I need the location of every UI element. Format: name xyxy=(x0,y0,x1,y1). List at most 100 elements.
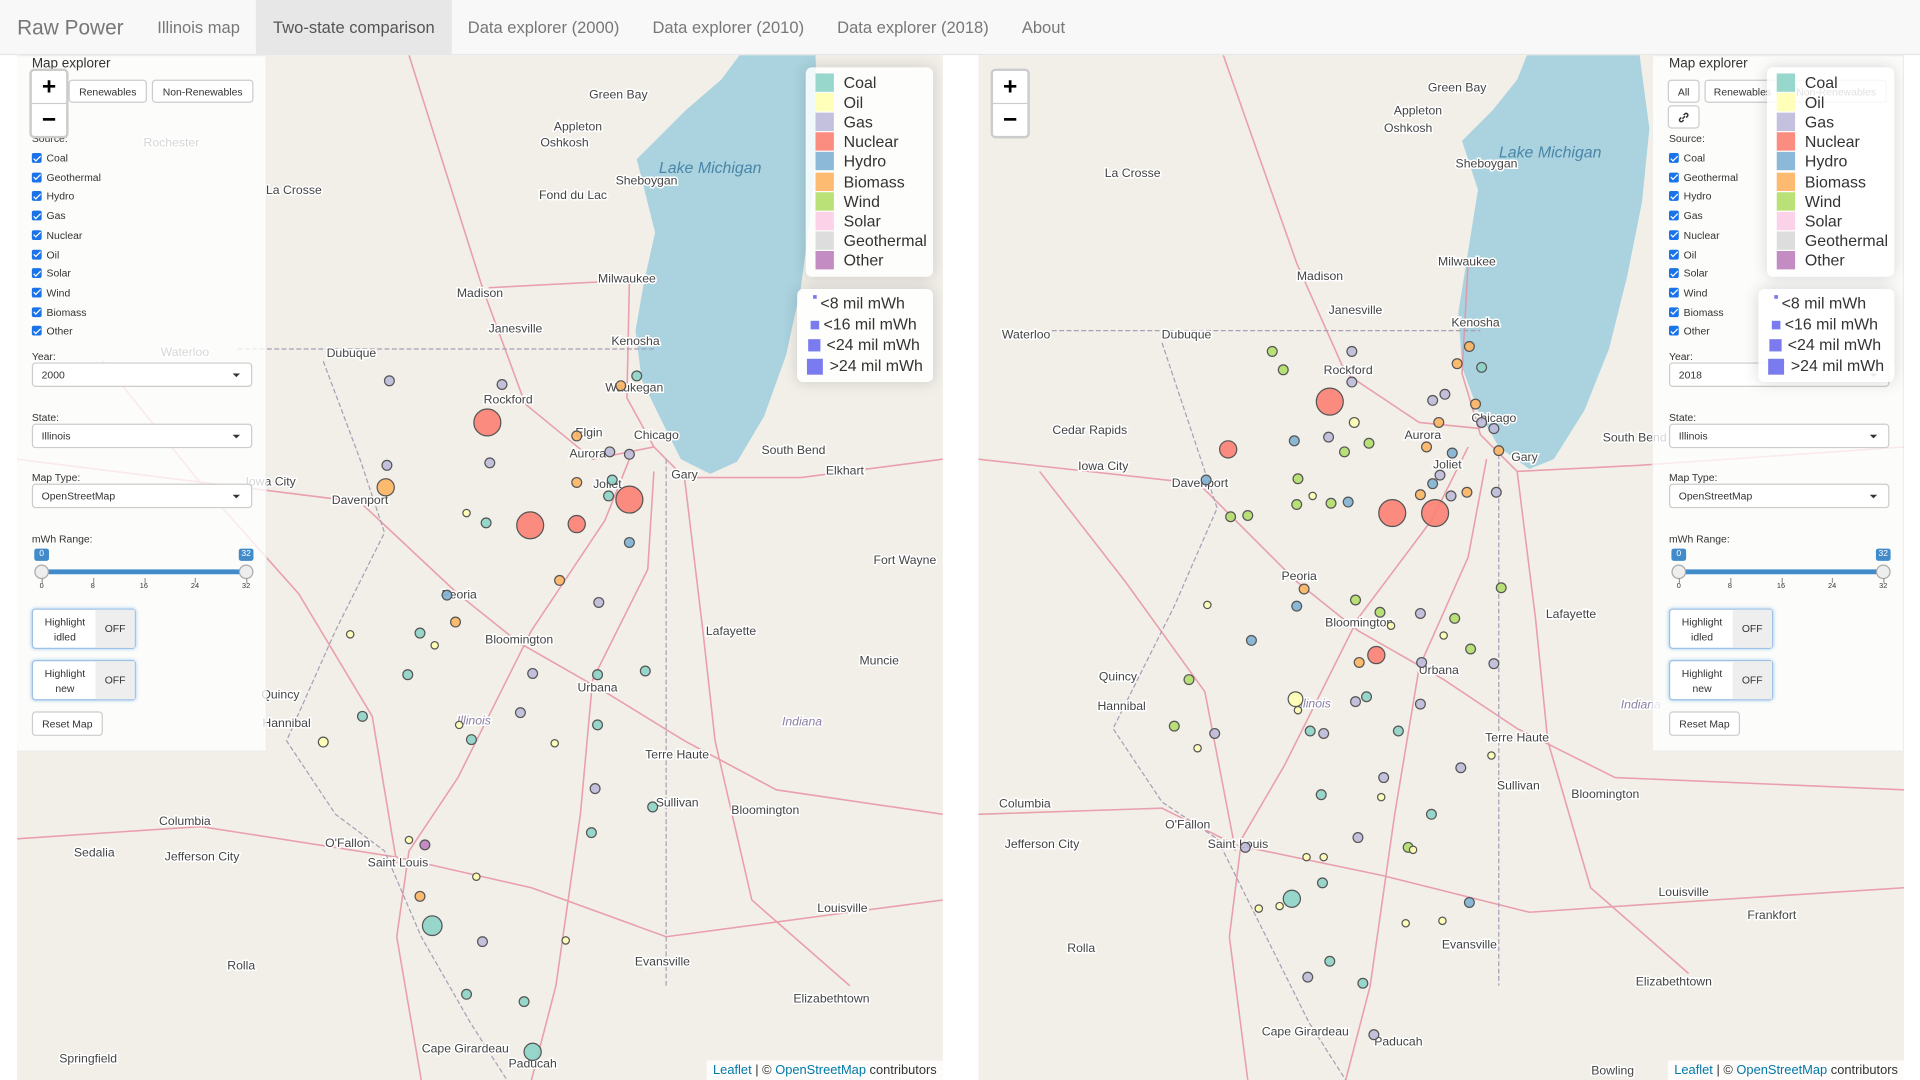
plant-marker[interactable] xyxy=(462,508,471,518)
plant-marker[interactable] xyxy=(623,536,635,548)
plant-marker[interactable] xyxy=(1463,896,1475,908)
plant-marker[interactable] xyxy=(1439,631,1448,640)
plant-marker[interactable] xyxy=(1378,498,1407,528)
plant-marker[interactable] xyxy=(1463,341,1475,353)
plant-marker[interactable] xyxy=(1361,691,1373,703)
plant-marker[interactable] xyxy=(381,459,393,471)
plant-marker[interactable] xyxy=(1434,469,1446,481)
plant-marker[interactable] xyxy=(585,827,597,839)
plant-marker[interactable] xyxy=(567,514,586,534)
source-checkbox[interactable]: Coal xyxy=(1668,152,1705,164)
plant-marker[interactable] xyxy=(1298,583,1310,595)
plant-marker[interactable] xyxy=(1455,762,1467,774)
source-checkbox[interactable]: Wind xyxy=(1668,286,1707,299)
plant-marker[interactable] xyxy=(1225,511,1237,523)
plant-marker[interactable] xyxy=(1367,645,1386,665)
plant-marker[interactable] xyxy=(484,457,496,469)
source-checkbox[interactable]: Nuclear xyxy=(1668,229,1720,241)
source-checkbox[interactable]: Other xyxy=(1668,325,1710,337)
plant-marker[interactable] xyxy=(1470,398,1482,410)
plant-marker[interactable] xyxy=(1449,612,1461,624)
plant-marker[interactable] xyxy=(631,370,643,382)
source-checkbox[interactable]: Biomass xyxy=(1668,306,1724,318)
osm-link[interactable]: OpenStreetMap xyxy=(775,1062,866,1078)
map[interactable]: Green Bay Appleton Oshkosh Fond du Lac Shebo… xyxy=(17,55,943,1080)
plant-marker[interactable] xyxy=(1304,725,1316,737)
plant-marker[interactable] xyxy=(476,936,488,948)
plant-marker[interactable] xyxy=(1414,698,1426,710)
source-checkbox[interactable]: Solar xyxy=(1668,267,1708,279)
plant-marker[interactable] xyxy=(1338,446,1351,458)
plant-marker[interactable] xyxy=(592,669,604,681)
plant-marker[interactable] xyxy=(1433,416,1445,428)
reset-button[interactable]: Reset Map xyxy=(1668,711,1740,736)
plant-marker[interactable] xyxy=(1254,904,1264,913)
plant-marker[interactable] xyxy=(317,736,329,748)
plant-marker[interactable] xyxy=(1421,441,1433,453)
osm-link[interactable]: OpenStreetMap xyxy=(1736,1062,1828,1078)
plant-marker[interactable] xyxy=(430,641,439,650)
plant-marker[interactable] xyxy=(1376,792,1386,802)
plant-marker[interactable] xyxy=(376,478,395,497)
source-checkbox[interactable]: Hydro xyxy=(1668,190,1711,203)
plant-marker[interactable] xyxy=(554,574,566,586)
source-checkbox[interactable]: Biomass xyxy=(31,306,86,318)
state-select[interactable]: Illinois xyxy=(31,423,253,449)
plant-marker[interactable] xyxy=(1308,491,1317,501)
plant-marker[interactable] xyxy=(1275,901,1284,911)
source-checkbox[interactable]: Geothermal xyxy=(31,171,101,183)
plant-marker[interactable] xyxy=(523,1042,542,1062)
plant-marker[interactable] xyxy=(1288,435,1300,447)
plant-marker[interactable] xyxy=(414,627,426,639)
plant-marker[interactable] xyxy=(1315,789,1327,801)
source-checkbox[interactable]: Gas xyxy=(1668,210,1703,222)
plant-marker[interactable] xyxy=(1439,388,1451,400)
plant-marker[interactable] xyxy=(402,669,414,681)
plant-marker[interactable] xyxy=(383,375,395,387)
plant-marker[interactable] xyxy=(514,707,526,719)
plant-marker[interactable] xyxy=(1465,643,1477,655)
plant-marker[interactable] xyxy=(647,801,659,813)
plant-marker[interactable] xyxy=(1291,498,1303,511)
plant-marker[interactable] xyxy=(1342,496,1354,508)
plant-marker[interactable] xyxy=(1324,955,1336,967)
nav-tab[interactable]: Data explorer (2010) xyxy=(652,18,805,37)
filter-button[interactable]: All xyxy=(1667,79,1700,103)
plant-marker[interactable] xyxy=(593,596,605,608)
plant-marker[interactable] xyxy=(496,378,508,391)
plant-marker[interactable] xyxy=(414,890,426,902)
nav-tab[interactable]: Data explorer (2018) xyxy=(837,18,989,37)
plant-marker[interactable] xyxy=(1487,751,1496,760)
plant-marker[interactable] xyxy=(1451,358,1463,370)
plant-marker[interactable] xyxy=(1416,656,1428,668)
plant-marker[interactable] xyxy=(1368,1029,1380,1041)
plant-marker[interactable] xyxy=(604,446,616,458)
plant-marker[interactable] xyxy=(1291,600,1303,612)
nav-tab[interactable]: About xyxy=(1021,18,1066,37)
plant-marker[interactable] xyxy=(1461,486,1473,498)
nav-tab[interactable]: Data explorer (2000) xyxy=(467,18,620,37)
source-checkbox[interactable]: Oil xyxy=(31,248,59,260)
plant-marker[interactable] xyxy=(419,839,431,851)
source-checkbox[interactable]: Wind xyxy=(31,286,70,299)
plant-marker[interactable] xyxy=(1414,489,1426,501)
plant-marker[interactable] xyxy=(472,872,481,882)
source-checkbox[interactable]: Gas xyxy=(31,210,66,222)
plant-marker[interactable] xyxy=(421,915,443,937)
toggle-switch[interactable]: Highlight idled OFF xyxy=(31,608,136,649)
plant-marker[interactable] xyxy=(615,380,627,392)
filter-button[interactable]: Non-Renewables xyxy=(151,79,254,103)
plant-marker[interactable] xyxy=(1378,772,1390,784)
plant-marker[interactable] xyxy=(516,511,545,540)
plant-marker[interactable] xyxy=(1316,877,1328,889)
plant-marker[interactable] xyxy=(450,616,462,628)
slider-handle[interactable] xyxy=(1875,564,1891,580)
plant-marker[interactable] xyxy=(527,667,539,679)
plant-marker[interactable] xyxy=(1476,416,1488,428)
plant-marker[interactable] xyxy=(1357,977,1369,989)
plant-marker[interactable] xyxy=(561,936,571,945)
plant-marker[interactable] xyxy=(1353,656,1365,668)
plant-marker[interactable] xyxy=(1203,600,1212,610)
plant-marker[interactable] xyxy=(473,408,502,437)
plant-marker[interactable] xyxy=(1282,889,1302,908)
